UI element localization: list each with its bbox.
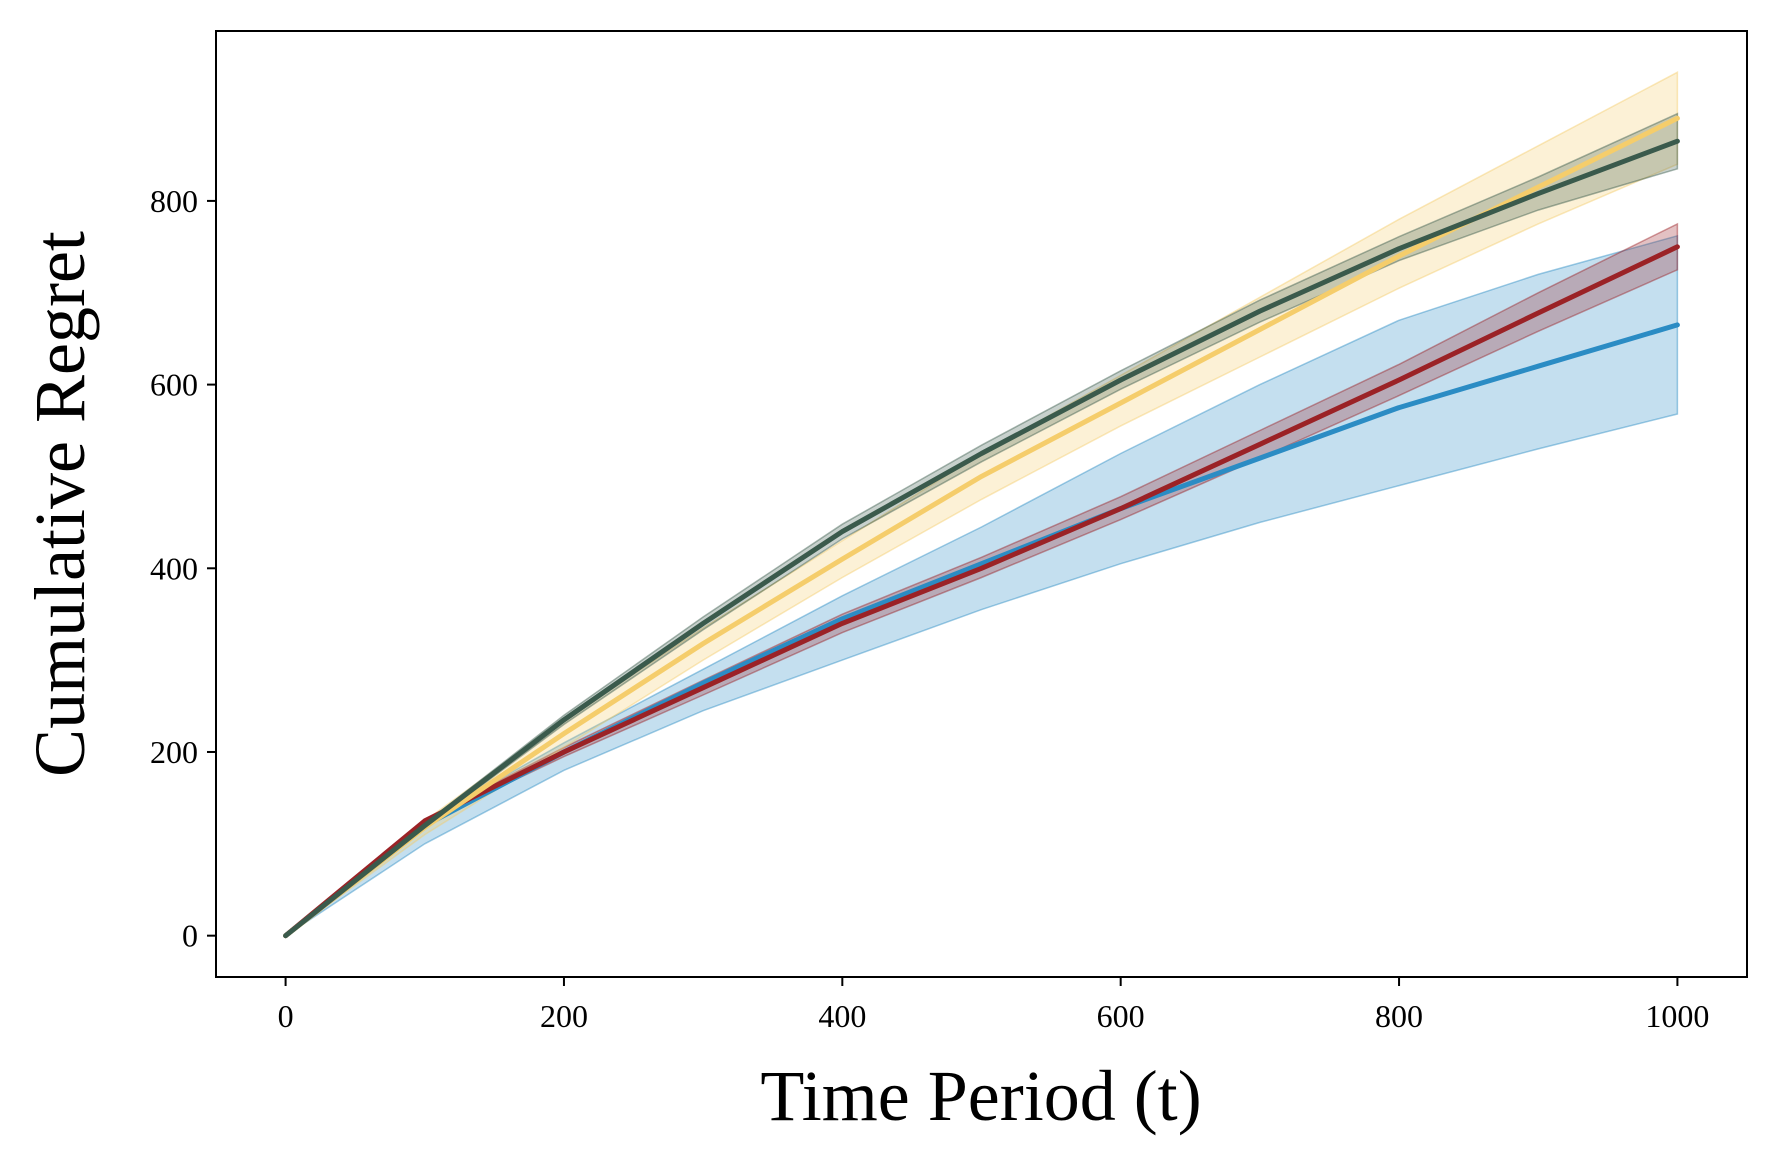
line-red <box>283 244 1680 939</box>
x-tick-label: 0 <box>278 998 294 1034</box>
confidence-bands <box>285 71 1679 937</box>
line-yellow <box>283 115 1680 939</box>
y-tick-label: 200 <box>150 734 198 770</box>
x-tick-label: 600 <box>1097 998 1145 1034</box>
line-dark-green <box>283 138 1680 939</box>
x-tick-label: 200 <box>540 998 588 1034</box>
x-tick-label: 400 <box>818 998 866 1034</box>
y-tick-label: 400 <box>150 550 198 586</box>
plot-frame <box>215 30 1748 978</box>
x-tick-label: 800 <box>1375 998 1423 1034</box>
y-tick-label: 0 <box>182 918 198 954</box>
series-lines <box>283 115 1680 939</box>
x-axis: 0 200 400 600 800 1000 <box>278 977 1709 1034</box>
x-axis-title: Time Period (t) <box>760 1056 1201 1136</box>
y-axis-title: Cumulative Regret <box>20 231 100 777</box>
y-tick-label: 600 <box>150 367 198 403</box>
y-tick-label: 800 <box>150 183 198 219</box>
x-tick-label: 1000 <box>1645 998 1709 1034</box>
y-axis: 0 200 400 600 800 <box>150 183 216 954</box>
